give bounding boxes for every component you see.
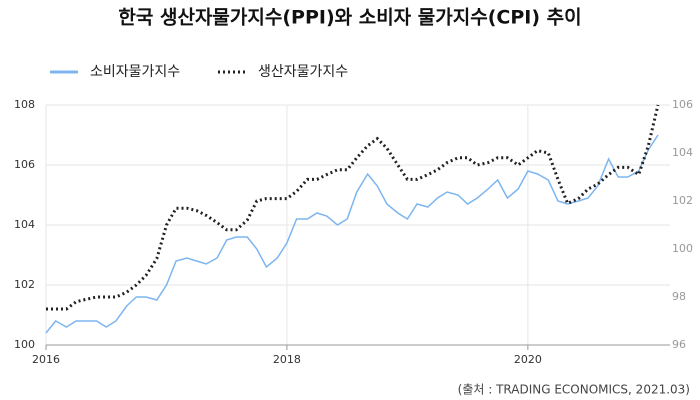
y-tick-label: 100 <box>14 338 35 351</box>
legend-label: 생산자물가지수 <box>258 64 348 80</box>
x-tick-label: 2016 <box>32 353 60 366</box>
y2-tick-label: 96 <box>672 338 686 351</box>
chart-title: 한국 생산자물가지수(PPI)와 소비자 물가지수(CPI) 추이 <box>118 7 581 29</box>
source-note: (출처 : TRADING ECONOMICS, 2021.03) <box>458 383 690 397</box>
series-line <box>46 104 660 311</box>
y-tick-label: 102 <box>14 278 35 291</box>
series-line <box>45 134 659 334</box>
y2-tick-label: 100 <box>672 242 693 255</box>
legend-label: 소비자물가지수 <box>90 64 180 80</box>
y2-tick-label: 104 <box>672 146 693 159</box>
x-tick-label: 2020 <box>514 353 542 366</box>
y-tick-label: 108 <box>14 98 35 111</box>
y2-tick-label: 102 <box>672 194 693 207</box>
y-tick-label: 106 <box>14 158 35 171</box>
y2-tick-label: 106 <box>672 98 693 111</box>
y-tick-label: 104 <box>14 218 35 231</box>
y2-tick-label: 98 <box>672 290 686 303</box>
x-tick-label: 2018 <box>273 353 301 366</box>
